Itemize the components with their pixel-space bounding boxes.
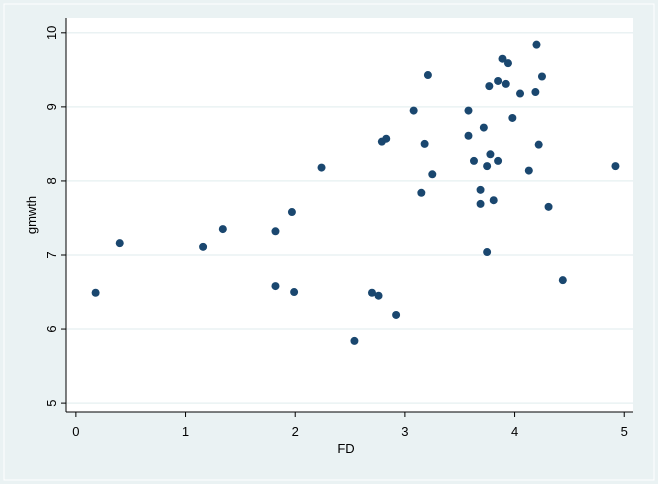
point — [420, 139, 429, 148]
point — [479, 123, 488, 132]
point — [498, 54, 507, 63]
point — [469, 156, 478, 165]
point — [534, 140, 543, 149]
point — [115, 239, 124, 248]
point — [476, 199, 485, 208]
point — [494, 156, 503, 165]
x-tick-label: 1 — [182, 424, 189, 439]
point — [392, 310, 401, 319]
point — [271, 282, 280, 291]
point — [350, 336, 359, 345]
point — [537, 72, 546, 81]
point — [367, 288, 376, 297]
point — [494, 76, 503, 85]
point — [409, 106, 418, 115]
point — [611, 162, 620, 171]
point — [558, 276, 567, 285]
y-tick-label: 9 — [44, 103, 59, 110]
point — [503, 59, 512, 68]
point — [464, 131, 473, 140]
y-tick-label: 10 — [44, 26, 59, 40]
x-tick-label: 3 — [401, 424, 408, 439]
point — [532, 40, 541, 49]
point — [199, 242, 208, 251]
x-tick-label: 5 — [621, 424, 628, 439]
point — [317, 163, 326, 172]
point — [483, 162, 492, 171]
point — [382, 134, 391, 143]
point — [374, 291, 383, 300]
point — [271, 227, 280, 236]
point — [417, 188, 426, 197]
point — [485, 82, 494, 91]
point — [218, 225, 227, 234]
point — [476, 185, 485, 194]
point — [287, 208, 296, 217]
point — [544, 202, 553, 211]
point — [428, 170, 437, 179]
y-tick-label: 8 — [44, 177, 59, 184]
x-tick-label: 2 — [292, 424, 299, 439]
x-axis-label: FD — [337, 441, 354, 456]
x-tick-label: 0 — [72, 424, 79, 439]
y-tick-label: 6 — [44, 325, 59, 332]
x-tick-label: 4 — [511, 424, 518, 439]
plot-area — [66, 18, 633, 412]
point — [423, 71, 432, 80]
point — [489, 196, 498, 205]
point — [501, 79, 510, 88]
point — [508, 113, 517, 122]
point — [464, 106, 473, 115]
point — [483, 248, 492, 257]
point — [531, 88, 540, 97]
point — [524, 166, 533, 175]
y-tick-label: 5 — [44, 399, 59, 406]
y-tick-label: 7 — [44, 251, 59, 258]
y-axis-label: gmwth — [24, 196, 39, 234]
point — [516, 89, 525, 98]
point — [486, 150, 495, 159]
point — [290, 288, 299, 297]
point — [91, 288, 100, 297]
